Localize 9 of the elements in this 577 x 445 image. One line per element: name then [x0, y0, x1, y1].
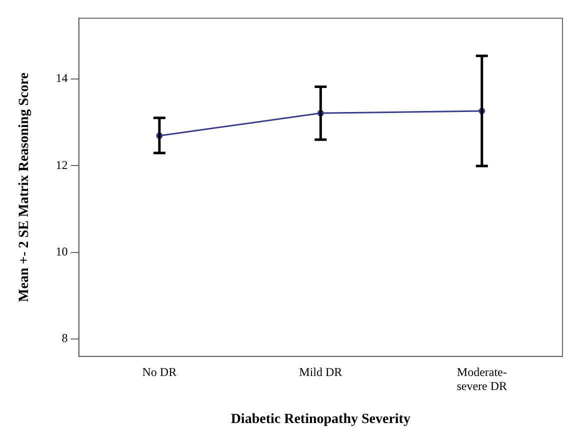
- y-tick-label: 14: [56, 71, 68, 86]
- x-tick-label: No DR: [142, 364, 177, 379]
- y-tick-label: 12: [56, 158, 68, 172]
- y-axis-title: Mean +- 2 SE Matrix Reasoning Score: [17, 72, 32, 302]
- x-tick-label: Moderate-severe DR: [456, 364, 508, 394]
- x-axis-title: Diabetic Retinopathy Severity: [230, 412, 410, 428]
- y-tick-label: 8: [62, 331, 68, 346]
- y-tick-label: 10: [56, 244, 68, 258]
- x-tick-label: Mild DR: [299, 364, 342, 379]
